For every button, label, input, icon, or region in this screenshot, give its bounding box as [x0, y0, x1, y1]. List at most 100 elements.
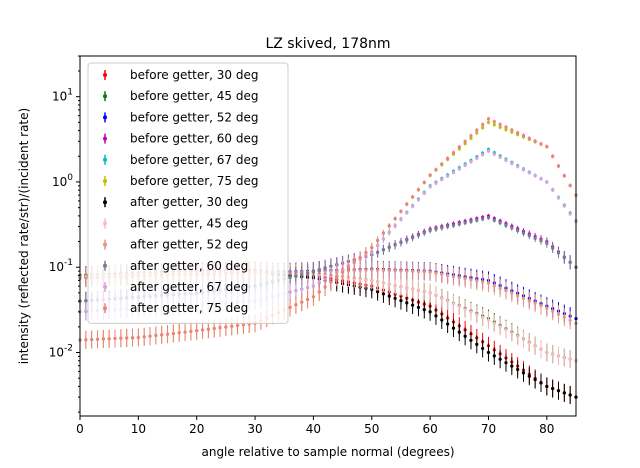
data-point [434, 167, 438, 172]
data-point [370, 245, 374, 250]
data-point [521, 337, 526, 342]
data-point [527, 234, 531, 238]
data-point [463, 221, 467, 225]
data-point [521, 371, 526, 375]
data-point [422, 180, 426, 185]
legend-marker [103, 306, 107, 311]
legend-label: before getter, 67 deg [130, 153, 259, 167]
data-point [416, 188, 421, 192]
data-point [416, 198, 421, 202]
data-point [376, 238, 380, 242]
data-point [393, 269, 397, 273]
data-point [492, 123, 496, 127]
data-point [422, 231, 426, 235]
legend: before getter, 30 deg before getter, 45 d… [87, 62, 289, 324]
data-point [469, 134, 473, 138]
data-point [492, 218, 496, 222]
data-point [498, 324, 502, 329]
data-point [510, 291, 514, 295]
data-point [411, 269, 415, 273]
data-point [481, 280, 485, 284]
data-point [551, 246, 555, 250]
legend-label: after getter, 75 deg [130, 301, 248, 315]
data-point [311, 270, 316, 274]
data-point [393, 224, 397, 228]
data-point [411, 287, 415, 291]
data-point [416, 288, 421, 293]
data-point [527, 299, 531, 303]
data-point [387, 230, 391, 235]
data-point [364, 250, 368, 255]
data-point [551, 154, 555, 158]
data-point [451, 326, 456, 330]
data-point [504, 128, 508, 132]
data-point [405, 211, 409, 215]
data-point [160, 333, 164, 337]
data-point [177, 331, 181, 335]
data-point [84, 309, 88, 314]
data-point [422, 290, 426, 294]
data-point [457, 145, 461, 149]
data-point [235, 323, 240, 328]
data-point [393, 296, 397, 300]
data-point [451, 151, 456, 155]
data-point [370, 268, 374, 272]
x-tick-label: 10 [131, 422, 146, 436]
legend-marker [103, 242, 107, 247]
data-point [288, 276, 292, 280]
data-point [376, 280, 380, 284]
data-point [556, 164, 561, 168]
data-point [475, 156, 479, 160]
legend-label: before getter, 60 deg [130, 132, 259, 146]
legend-label: before getter, 75 deg [130, 174, 259, 188]
data-point [498, 357, 502, 361]
data-point [545, 241, 549, 246]
data-point [434, 227, 438, 231]
data-point [387, 294, 391, 298]
data-point [510, 161, 514, 166]
data-point [481, 126, 485, 130]
legend-marker [103, 136, 107, 141]
data-point [171, 331, 175, 336]
legend-marker [103, 179, 107, 183]
data-point [551, 188, 555, 192]
data-point [381, 231, 386, 235]
data-point [288, 305, 292, 309]
data-point [556, 354, 561, 358]
data-point [510, 331, 514, 335]
data-point [533, 139, 537, 143]
data-point [568, 357, 572, 361]
data-point [288, 290, 292, 294]
data-point [498, 122, 502, 126]
data-point [376, 250, 380, 254]
data-point [463, 139, 467, 143]
data-point [562, 174, 566, 178]
legend-box [87, 62, 289, 324]
data-point [154, 333, 158, 338]
data-point [358, 277, 362, 281]
data-point [562, 315, 566, 319]
data-point [457, 304, 461, 309]
data-point [387, 245, 391, 250]
data-point [317, 290, 321, 294]
data-point [113, 336, 117, 341]
data-point [440, 296, 444, 300]
data-point [90, 337, 94, 342]
data-point [492, 119, 496, 124]
data-point [457, 167, 461, 171]
data-point [387, 282, 391, 286]
data-point [95, 337, 100, 341]
data-point [294, 274, 298, 278]
data-point [84, 276, 88, 280]
data-point [405, 269, 409, 273]
data-point [422, 270, 426, 274]
x-tick-label: 20 [189, 422, 204, 436]
data-point [521, 231, 526, 235]
data-point [504, 125, 508, 129]
data-point [539, 304, 543, 308]
data-point [434, 294, 438, 298]
data-point [533, 174, 537, 178]
data-point [399, 209, 403, 213]
chart-title: LZ skived, 178nm [265, 36, 390, 52]
data-point [463, 307, 467, 311]
